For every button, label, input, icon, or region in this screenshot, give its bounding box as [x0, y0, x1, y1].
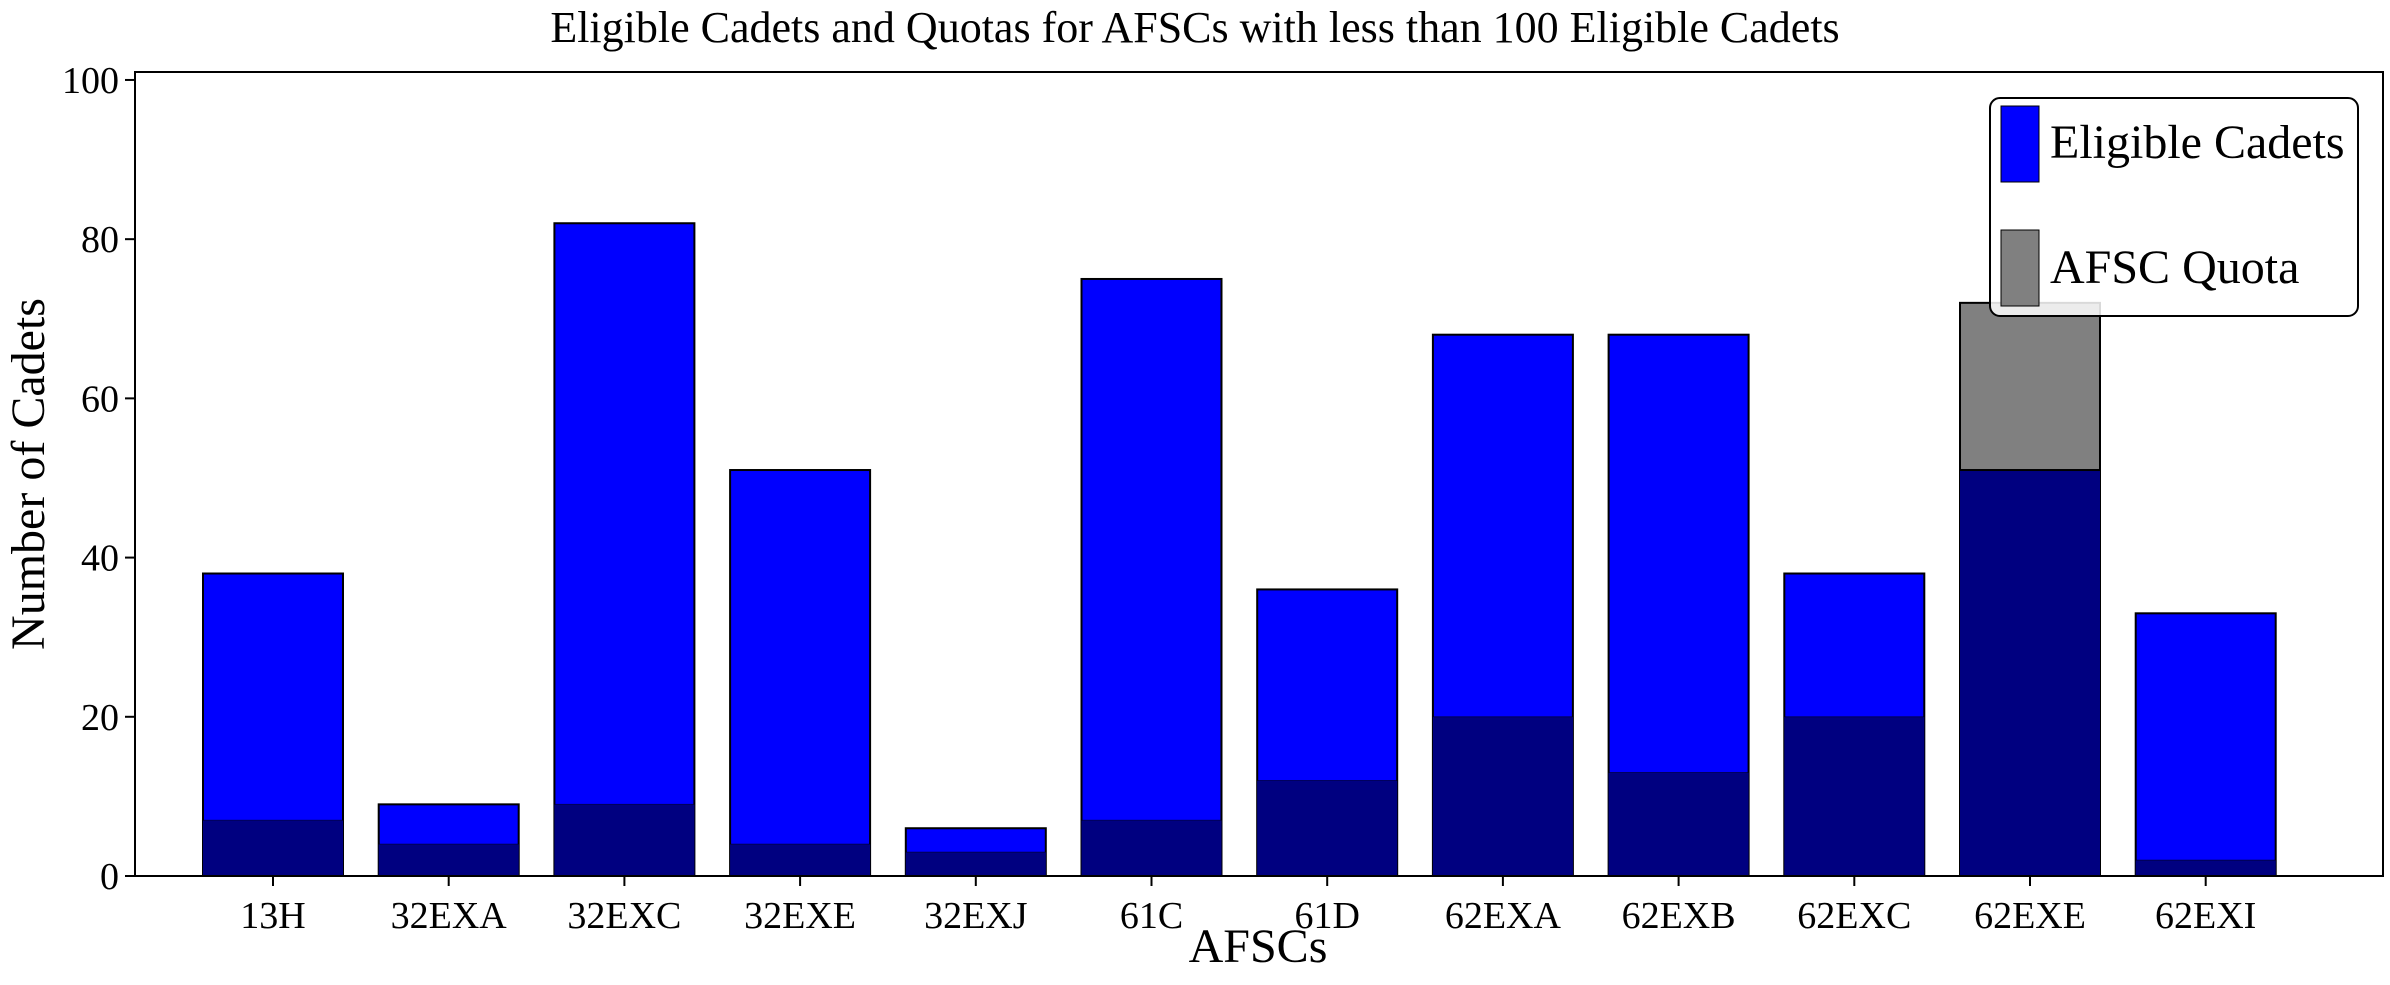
- bar-overlap-62EXC: [1784, 716, 1925, 876]
- legend-swatch-eligible: [2000, 105, 2040, 183]
- x-tick-label-32EXE: 32EXE: [744, 895, 856, 937]
- y-tick-label-80: 80: [81, 219, 119, 261]
- x-tick-label-62EXA: 62EXA: [1445, 895, 1562, 937]
- bar-overlap-32EXJ: [905, 852, 1046, 876]
- x-axis-label: AFSCs: [1189, 920, 1328, 973]
- y-axis: 0 20 40 60 80 100: [62, 60, 135, 898]
- bar-overlap-62EXI: [2135, 860, 2276, 876]
- bar-eligible-32EXC: [553, 222, 696, 878]
- bar-overlap-32EXC: [554, 804, 695, 876]
- bar-overlap-32EXA: [378, 844, 519, 876]
- legend-swatch-quota: [2000, 229, 2040, 307]
- bar-overlap-62EXE: [1960, 470, 2100, 876]
- legend-label-quota: AFSC Quota: [2050, 241, 2299, 294]
- bar-overlap-13H: [203, 820, 343, 876]
- bar-overlap-61D: [1257, 780, 1398, 876]
- y-tick-label-20: 20: [81, 697, 119, 739]
- x-tick-label-62EXB: 62EXB: [1622, 895, 1736, 937]
- bar-quota-62EXE: [1959, 301, 2101, 472]
- x-tick-label-62EXI: 62EXI: [2155, 895, 2256, 937]
- x-tick-label-61D: 61D: [1294, 895, 1359, 937]
- bar-overlap-62EXA: [1432, 716, 1573, 876]
- y-tick-label-60: 60: [81, 378, 119, 420]
- y-tick-label-0: 0: [100, 856, 119, 898]
- x-tick-label-32EXA: 32EXA: [391, 895, 508, 937]
- bar-overlap-61C: [1081, 820, 1222, 876]
- plot-frame: [134, 71, 2384, 877]
- x-tick-label-32EXC: 32EXC: [567, 895, 681, 937]
- bar-eligible-61C: [1080, 277, 1223, 878]
- x-tick-label-62EXC: 62EXC: [1797, 895, 1911, 937]
- x-tick-label-62EXE: 62EXE: [1974, 895, 2086, 937]
- chart-title: Eligible Cadets and Quotas for AFSCs wit…: [550, 3, 1839, 52]
- x-tick-label-32EXJ: 32EXJ: [924, 895, 1027, 937]
- y-tick-label-40: 40: [81, 538, 119, 580]
- x-tick-label-61C: 61C: [1120, 895, 1183, 937]
- legend-label-eligible: Eligible Cadets: [2050, 116, 2345, 169]
- bars-group: [202, 222, 2277, 878]
- bar-eligible-32EXE: [729, 469, 872, 877]
- x-axis: 13H 32EXA 32EXC 32EXE 32EXJ 61C 61D 62EXA 62EXB 6…: [240, 876, 2256, 937]
- bar-eligible-62EXI: [2134, 612, 2277, 877]
- bar-overlap-62EXB: [1608, 772, 1749, 876]
- x-tick-label-13H: 13H: [240, 895, 305, 937]
- y-tick-label-100: 100: [62, 60, 119, 102]
- legend: Eligible Cadets AFSC Quota: [1989, 97, 2359, 317]
- bar-overlap-32EXE: [730, 844, 871, 876]
- y-axis-label: Number of Cadets: [2, 298, 55, 650]
- legend-frame: [1989, 97, 2359, 317]
